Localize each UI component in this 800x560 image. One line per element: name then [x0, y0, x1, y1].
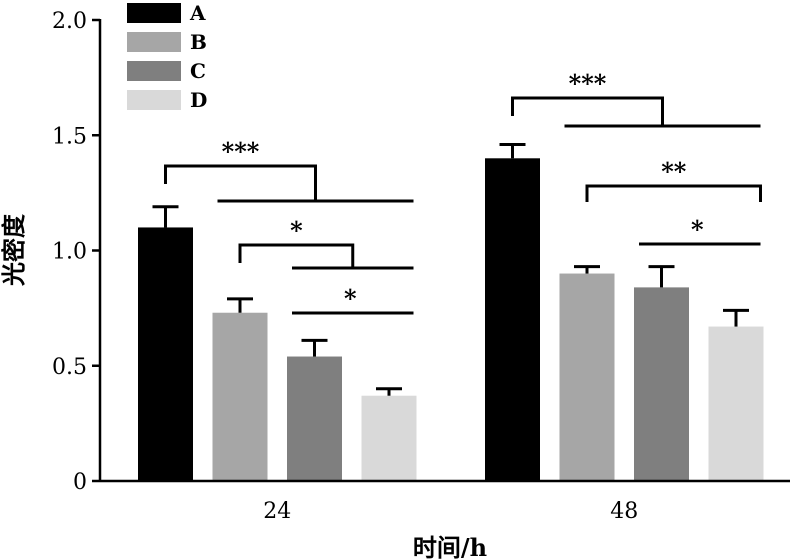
significance-label: * [290, 216, 303, 245]
significance-label: *** [222, 137, 260, 166]
y-axis-title: 光密度 [0, 213, 28, 287]
legend-label-B: B [190, 30, 207, 54]
significance-bracket [164, 164, 317, 201]
x-axis-title: 时间/h [413, 533, 487, 560]
bar-B-24 [212, 312, 268, 481]
significance-bracket [238, 243, 355, 268]
x-ticks: 24 48 [263, 499, 638, 524]
bar-D-24 [361, 395, 417, 481]
legend-swatch-C [127, 61, 181, 81]
bars-layer [138, 142, 764, 482]
bar-A-24 [138, 227, 193, 481]
y-tick-label: 1.5 [52, 124, 87, 149]
legend-swatch-D [127, 90, 181, 110]
y-tick-label: 2.0 [52, 9, 87, 34]
legend-label-D: D [190, 88, 207, 112]
x-tick-label: 24 [263, 499, 291, 524]
x-tick-label: 48 [610, 499, 638, 524]
significance-label: * [691, 215, 704, 244]
legend-label-A: A [189, 1, 206, 25]
significance-label: *** [569, 69, 607, 98]
legend-swatch-A [127, 3, 181, 23]
legend-label-C: C [190, 59, 206, 83]
y-tick-label: 0 [73, 470, 87, 495]
bar-D-48 [708, 326, 764, 481]
y-ticks: 0 0.5 1.0 1.5 2.0 [52, 9, 100, 495]
y-tick-label: 0.5 [52, 355, 87, 380]
bar-C-48 [634, 287, 689, 481]
bar-B-48 [559, 273, 615, 481]
y-tick-label: 1.0 [52, 240, 87, 265]
significance-bracket [511, 96, 664, 126]
bar-A-48 [485, 158, 540, 482]
bar-C-24 [287, 356, 342, 481]
significance-layer: *********** [164, 69, 762, 315]
significance-label: * [344, 284, 357, 313]
significance-bracket [585, 184, 762, 202]
legend-swatch-B [127, 32, 181, 52]
significance-label: ** [661, 157, 687, 186]
